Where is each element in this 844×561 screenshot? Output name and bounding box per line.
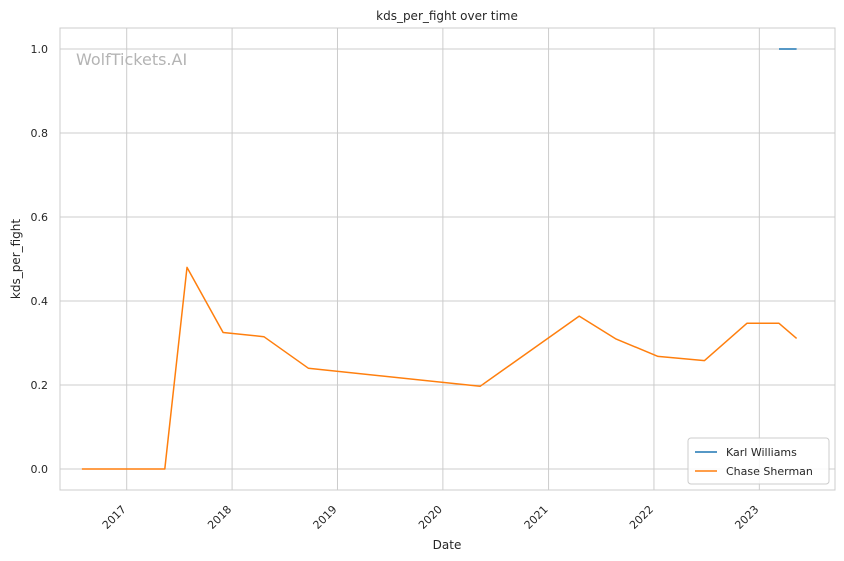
series-lines <box>81 48 798 470</box>
y-tick-label: 0.0 <box>31 463 49 476</box>
grid-lines <box>60 28 835 490</box>
legend-box <box>687 437 830 485</box>
y-tick-label: 0.2 <box>31 379 49 392</box>
plot-area <box>60 28 835 490</box>
y-axis-label: kds_per_fight <box>9 219 23 300</box>
y-tick-label: 0.4 <box>31 295 49 308</box>
y-tick-labels: 0.0 0.2 0.4 0.6 0.8 1.0 <box>31 43 49 476</box>
plot-frame <box>59 27 836 491</box>
legend-label-karl-williams: Karl Williams <box>726 446 797 459</box>
y-tick-label: 1.0 <box>31 43 49 56</box>
x-axis-label: Date <box>433 538 462 552</box>
y-tick-label: 0.6 <box>31 211 49 224</box>
series-line-chase-sherman <box>81 266 798 470</box>
chart-title: kds_per_fight over time <box>376 9 518 23</box>
y-tick-label: 0.8 <box>31 127 49 140</box>
watermark: WolfTickets.AI <box>76 50 187 69</box>
legend: Karl Williams Chase Sherman <box>687 437 830 485</box>
legend-label-chase-sherman: Chase Sherman <box>726 465 813 478</box>
